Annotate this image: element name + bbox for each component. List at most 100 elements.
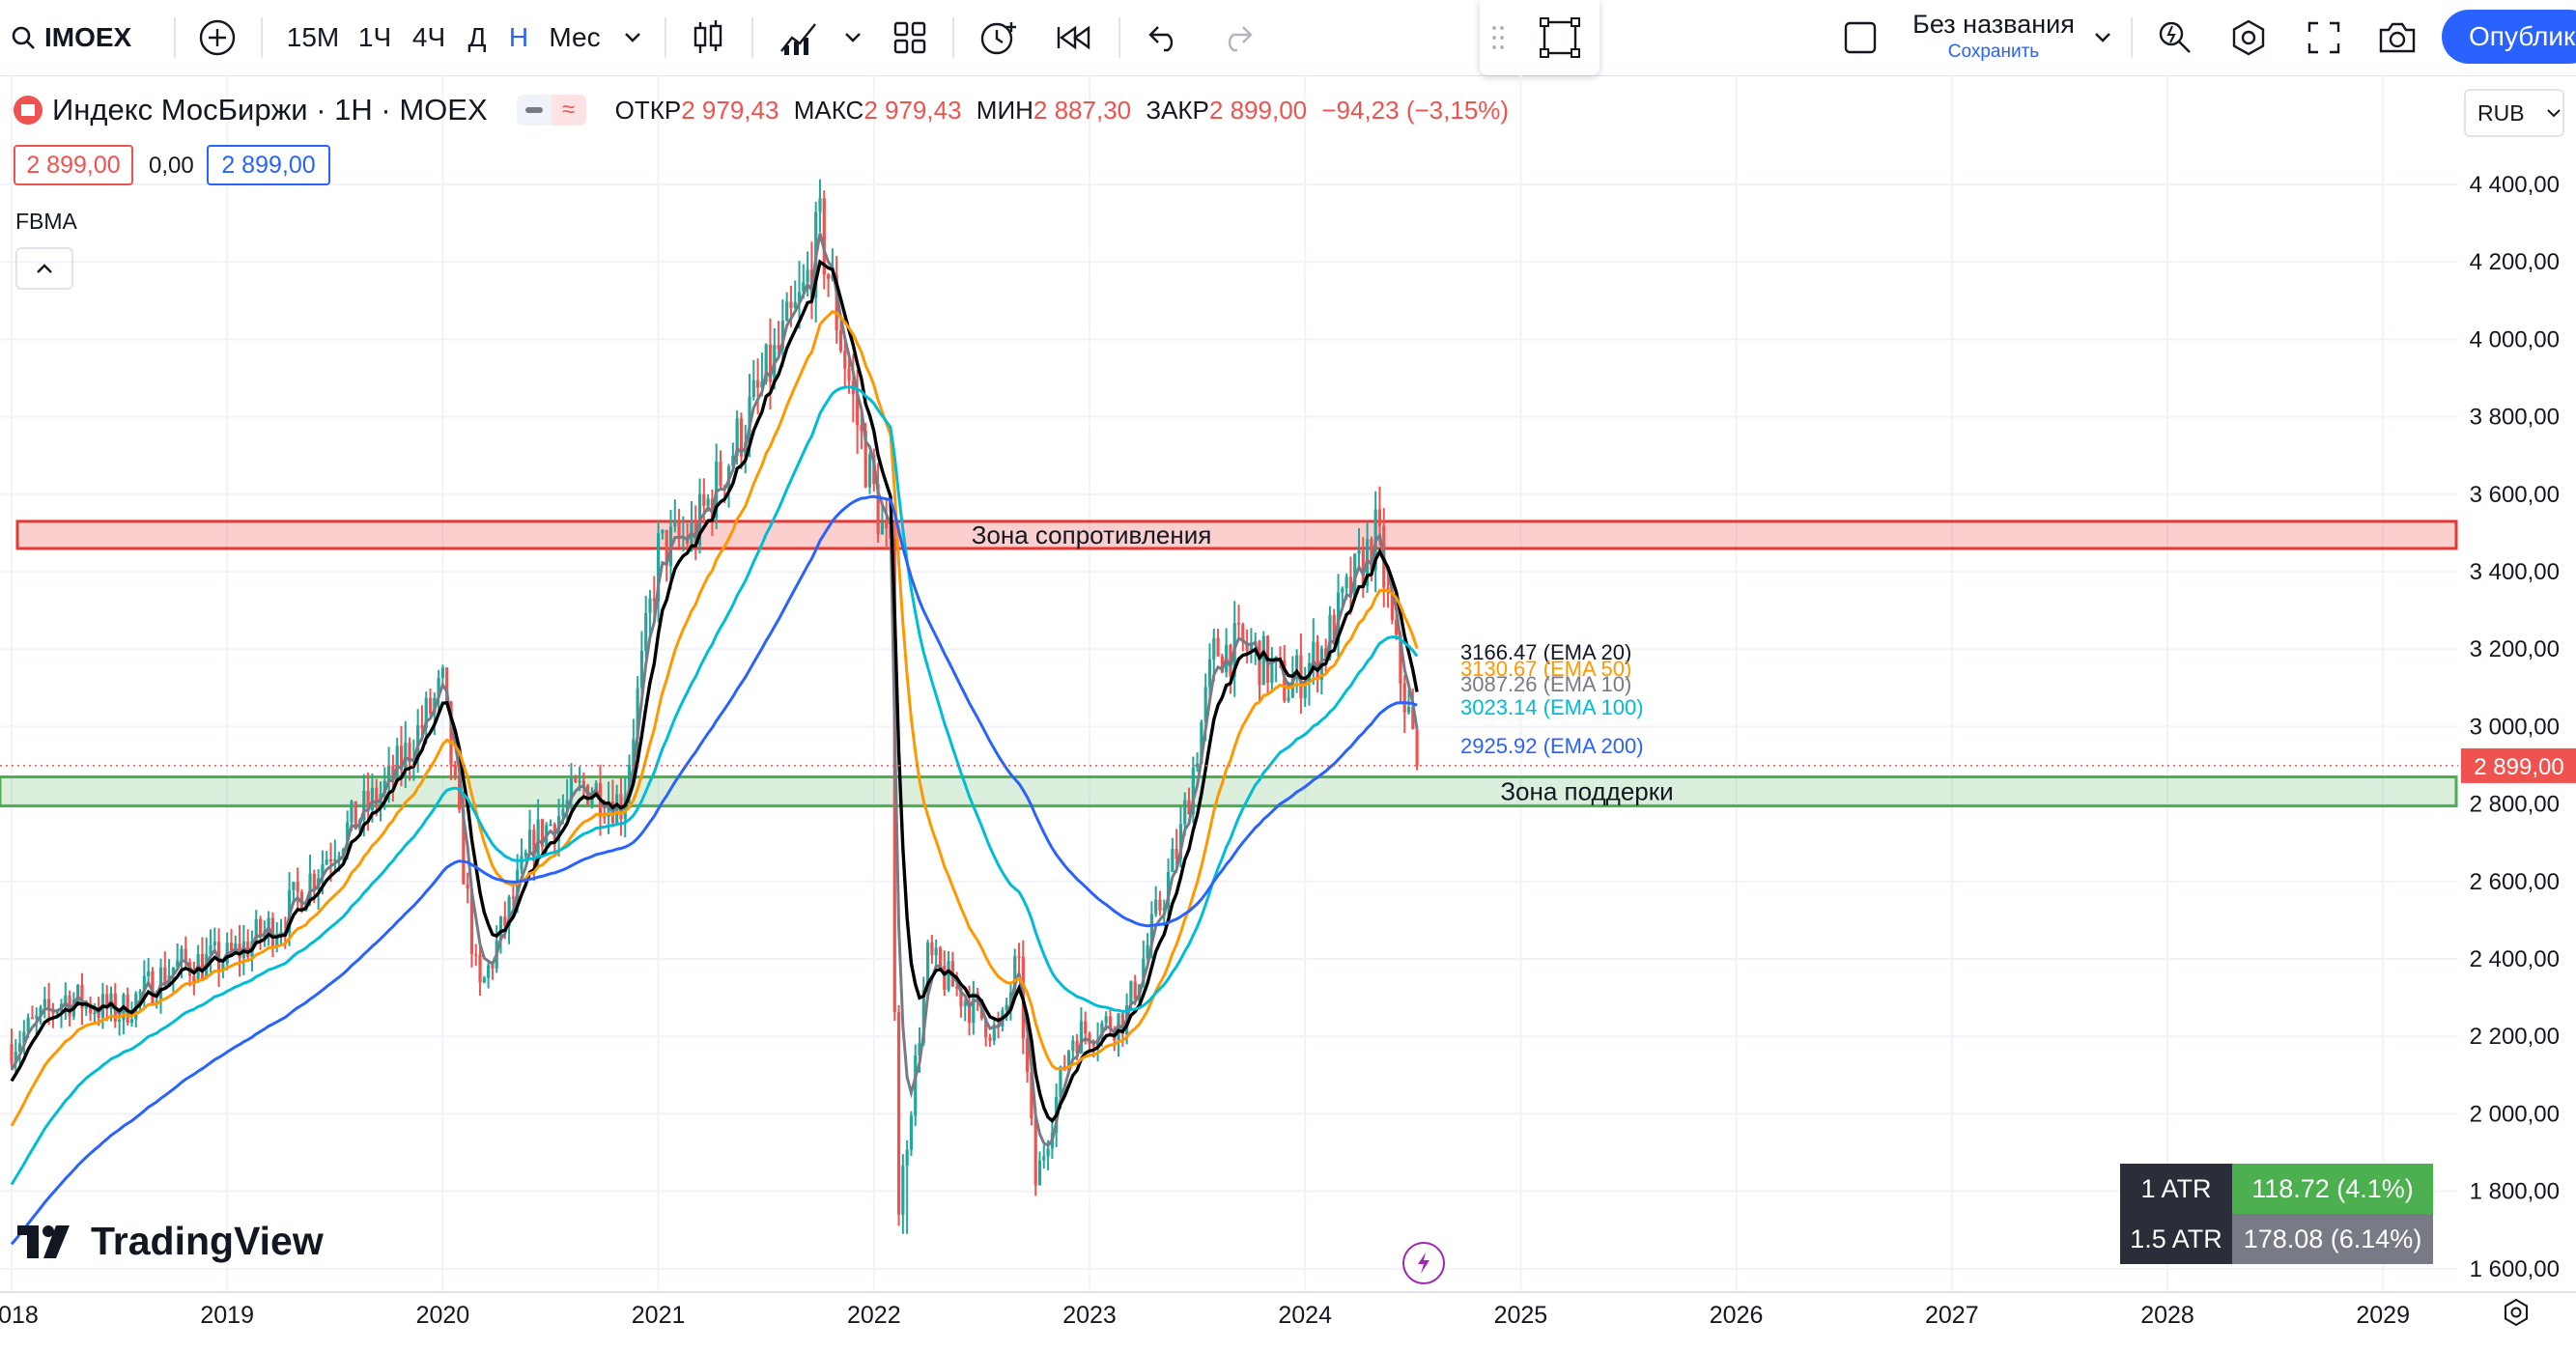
candle-body xyxy=(1171,849,1175,873)
candle-body xyxy=(914,1055,918,1116)
settings-icon[interactable] xyxy=(2227,0,2270,75)
candle-body xyxy=(503,916,507,927)
candle-body xyxy=(578,780,581,783)
currency-select[interactable]: RUB xyxy=(2464,89,2564,137)
candle-body xyxy=(350,801,354,823)
candle-body xyxy=(1142,958,1146,985)
candle-body xyxy=(47,999,51,1009)
candle-body xyxy=(719,462,722,487)
atr-value: 178.08 (6.14%) xyxy=(2232,1214,2433,1264)
indicator-legend[interactable]: FBMA xyxy=(15,209,77,234)
candlestick-series xyxy=(10,179,1419,1234)
ema-value-label: 3023.14 (EMA 100) xyxy=(1460,695,1644,719)
candle-body xyxy=(1005,1004,1008,1011)
candle-body xyxy=(1026,1038,1030,1073)
candle-body xyxy=(212,942,216,945)
atr-label: 1 ATR xyxy=(2120,1164,2232,1214)
time-tick-label: 2018 xyxy=(0,1302,39,1329)
candle-body xyxy=(462,809,466,885)
candle-body xyxy=(1059,1066,1062,1097)
candles-icon[interactable] xyxy=(688,0,728,75)
fullscreen-icon[interactable] xyxy=(2303,0,2345,75)
rectangle-tool-icon[interactable] xyxy=(1538,0,1582,75)
eye-icon[interactable] xyxy=(516,95,552,126)
candle-body xyxy=(581,780,585,786)
collapse-legend-button[interactable] xyxy=(15,247,73,290)
bid-box[interactable]: 2 899,00 xyxy=(14,145,133,185)
drag-handle-icon[interactable] xyxy=(1484,0,1513,75)
layouts-icon[interactable] xyxy=(891,0,929,75)
candle-body xyxy=(428,697,433,715)
chevron-down-icon[interactable] xyxy=(618,0,647,75)
event-flash-icon[interactable] xyxy=(1402,1242,1445,1284)
candle-body xyxy=(200,954,205,979)
camera-icon[interactable] xyxy=(2376,0,2419,75)
add-symbol-icon[interactable] xyxy=(193,0,241,75)
layout-name[interactable]: Без названия Сохранить xyxy=(1912,10,2075,62)
redo-icon[interactable] xyxy=(1217,0,1258,75)
candle-body xyxy=(39,1006,42,1016)
candle-body xyxy=(1415,729,1419,766)
chevron-up-icon xyxy=(37,264,52,273)
checkbox-icon[interactable] xyxy=(1841,0,1880,75)
time-tick-label: 2021 xyxy=(632,1302,686,1329)
chevron-down-icon[interactable] xyxy=(838,0,867,75)
spread-value: 0,00 xyxy=(149,153,194,179)
candle-body xyxy=(105,994,109,1009)
visibility-toggle[interactable]: ≈ xyxy=(516,95,586,126)
candle-body xyxy=(453,764,457,776)
candle-body xyxy=(498,916,503,941)
time-tick-label: 2025 xyxy=(1494,1302,1548,1329)
candle-body xyxy=(527,830,532,853)
ask-box[interactable]: 2 899,00 xyxy=(207,145,330,185)
price-tick-label: 2 400,00 xyxy=(2470,946,2560,972)
candle-body xyxy=(818,198,822,212)
candle-body xyxy=(1088,1033,1091,1045)
candle-body xyxy=(10,1044,14,1063)
candle-body xyxy=(354,801,357,830)
interval-4h[interactable]: 4Ч xyxy=(411,22,446,52)
interval-day[interactable]: Д xyxy=(467,22,487,52)
candle-body xyxy=(1133,981,1137,999)
symbol-search[interactable]: IMOEX xyxy=(44,22,132,52)
compare-icon[interactable]: ≈ xyxy=(551,95,586,126)
legend-title[interactable]: Индекс МосБиржи · 1Н · MOEX xyxy=(52,93,488,127)
candle-body xyxy=(1361,549,1365,586)
chart-area[interactable]: Зона сопротивления Зона поддерки 3166.47 … xyxy=(0,75,2576,1351)
candle-body xyxy=(880,521,884,535)
candle-body xyxy=(1066,1051,1071,1070)
search-icon[interactable] xyxy=(6,0,41,75)
replay-icon[interactable] xyxy=(1053,0,1093,75)
interval-month[interactable]: Мес xyxy=(549,22,601,52)
interval-15m[interactable]: 15М xyxy=(286,22,340,52)
candle-body xyxy=(129,1019,134,1024)
candle-body xyxy=(325,859,328,864)
candle-body xyxy=(785,301,789,322)
indicators-icon[interactable] xyxy=(777,0,821,75)
axis-settings-icon[interactable] xyxy=(2502,1298,2531,1327)
quick-search-icon[interactable] xyxy=(2154,0,2196,75)
candle-body xyxy=(1075,1040,1079,1054)
candle-body xyxy=(1283,660,1287,701)
candle-body xyxy=(171,967,175,976)
chevron-down-icon[interactable] xyxy=(2088,0,2117,75)
interval-week[interactable]: Н xyxy=(508,22,529,52)
tradingview-logo[interactable]: TradingView xyxy=(17,1219,324,1264)
candle-body xyxy=(673,521,677,527)
publish-button[interactable]: Опублико xyxy=(2442,10,2576,64)
time-tick-label: 2029 xyxy=(2356,1302,2410,1329)
candle-body xyxy=(930,943,934,956)
candle-body xyxy=(1046,1148,1050,1157)
undo-icon[interactable] xyxy=(1144,0,1184,75)
candle-body xyxy=(229,943,234,951)
price-tick-label: 2 200,00 xyxy=(2470,1024,2560,1050)
candle-body xyxy=(967,1001,972,1024)
candle-body xyxy=(1261,635,1265,686)
time-tick-label: 2024 xyxy=(1278,1302,1332,1329)
candle-body xyxy=(756,380,760,388)
alert-icon[interactable] xyxy=(977,0,1022,75)
candle-body xyxy=(822,198,826,275)
candle-body xyxy=(652,598,656,602)
interval-1h[interactable]: 1Ч xyxy=(357,22,392,52)
candle-body xyxy=(1013,956,1017,993)
